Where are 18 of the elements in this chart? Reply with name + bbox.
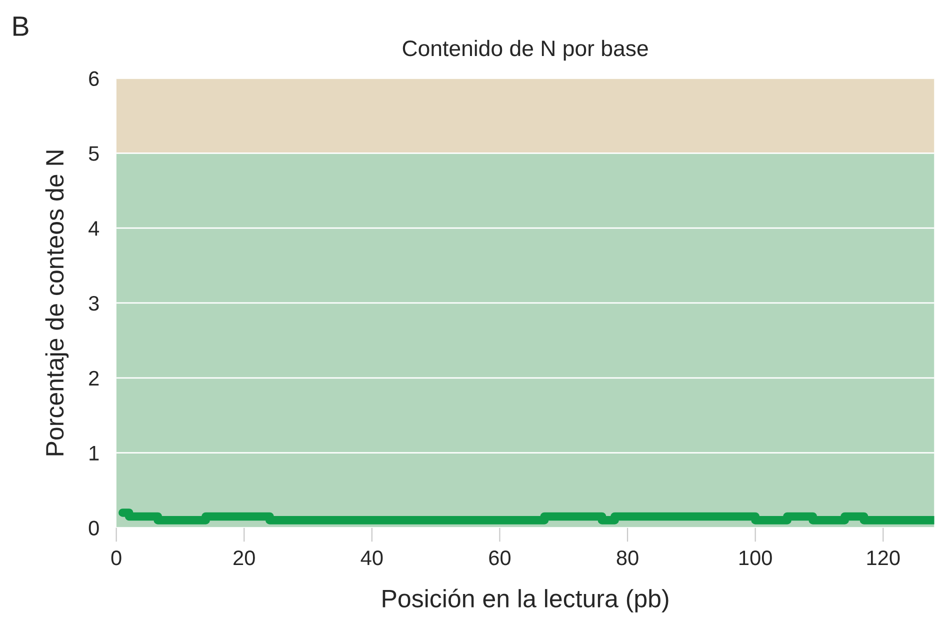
y-tick-label: 4 (88, 221, 100, 236)
y-tick-label: 6 (89, 71, 99, 86)
x-axis-title: Posición en la lectura (pb) (382, 588, 668, 612)
y-axis-title: Porcentaje de conteos de N (45, 150, 69, 456)
x-tick-label: 40 (360, 550, 383, 566)
x-tick-label: 100 (740, 550, 772, 566)
y-tick-label: 0 (88, 520, 99, 536)
x-tick-label: 120 (867, 550, 900, 566)
y-tick-label: 1 (90, 446, 99, 460)
chart-title: Contenido de N por base (402, 40, 648, 61)
x-tick-label: 80 (616, 550, 638, 566)
x-tick-label: 20 (234, 550, 255, 566)
y-tick-label: 5 (88, 146, 99, 161)
x-tick-label: 0 (111, 550, 122, 566)
text: B (14, 16, 28, 36)
y-tick-label: 3 (88, 296, 99, 311)
x-tick-label: 60 (489, 550, 510, 566)
y-tick-label: 2 (89, 370, 99, 386)
